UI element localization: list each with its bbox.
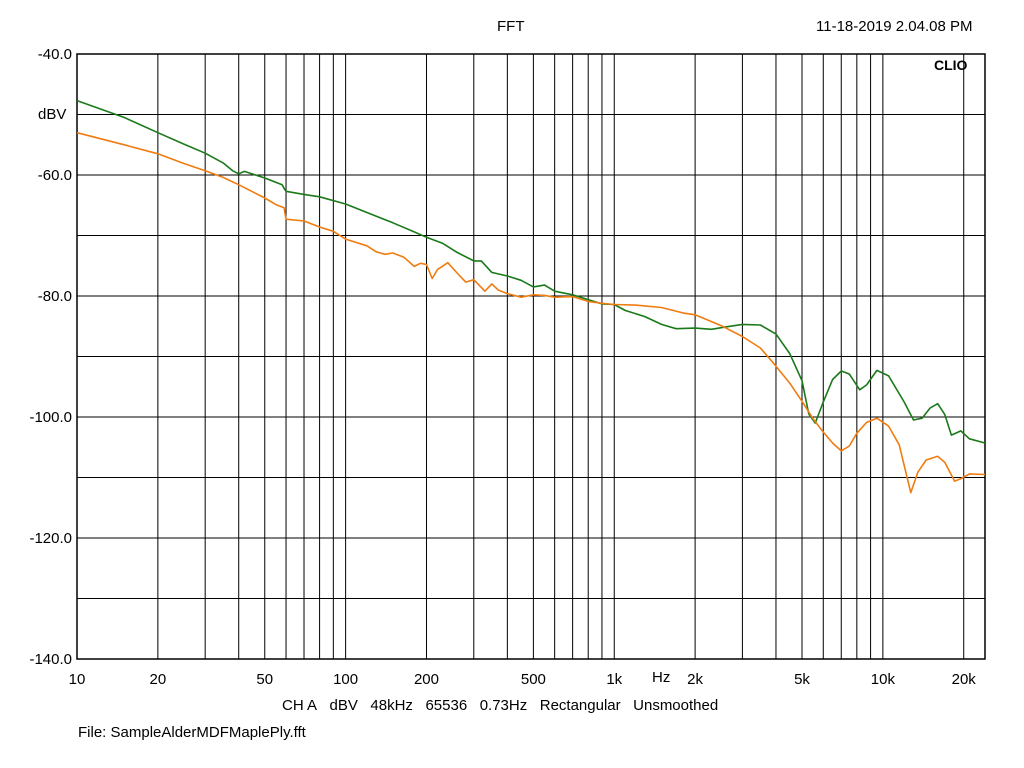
unit-label: dBV [329, 697, 358, 714]
window-label: Rectangular [539, 697, 621, 714]
series-line-1 [76, 99, 986, 444]
sample-rate-label: 48kHz [370, 697, 413, 714]
x-tick-label: 50 [256, 671, 273, 688]
smoothing-label: Unsmoothed [633, 697, 719, 714]
grid [77, 54, 985, 659]
x-tick-label: 10 [69, 671, 86, 688]
plot-frame [76, 53, 986, 660]
x-tick-label: 100 [333, 671, 358, 688]
chart-title: FFT [497, 18, 525, 35]
x-tick-label: 20k [952, 671, 977, 688]
settings-line: CH A dBV 48kHz 65536 0.73Hz Rectangular … [282, 697, 718, 714]
axes: 10 20 50 100 200 500 1k 2k 5k 10k 20k -40.0 -60.0 -80… [29, 46, 986, 688]
x-tick-label: 500 [521, 671, 546, 688]
fft-size-label: 65536 [425, 697, 468, 714]
x-tick-label: 2k [687, 671, 703, 688]
x-tick-label: 200 [414, 671, 439, 688]
resolution-label: 0.73Hz [479, 697, 528, 714]
series-line-2 [76, 131, 986, 494]
y-tick-label: -100.0 [29, 409, 72, 426]
y-tick-label: -80.0 [38, 288, 72, 305]
x-tick-label: 10k [871, 671, 896, 688]
x-tick-label: 20 [150, 671, 167, 688]
plot-area [76, 99, 986, 494]
channel-label: CH A [282, 697, 318, 714]
timestamp: 11-18-2019 2.04.08 PM [816, 18, 973, 35]
y-tick-label: -60.0 [38, 167, 72, 184]
y-tick-label: -120.0 [29, 530, 72, 547]
y-tick-label: -40.0 [38, 46, 72, 63]
clio-brand-label: CLIO [934, 57, 968, 73]
y-axis-unit-label: dBV [38, 106, 67, 123]
x-tick-label: 5k [794, 671, 810, 688]
x-axis-unit-label: Hz [652, 669, 671, 686]
file-name: File: SampleAlderMDFMaplePly.fft [78, 724, 306, 741]
y-tick-label: -140.0 [29, 651, 72, 668]
x-tick-label: 1k [606, 671, 622, 688]
